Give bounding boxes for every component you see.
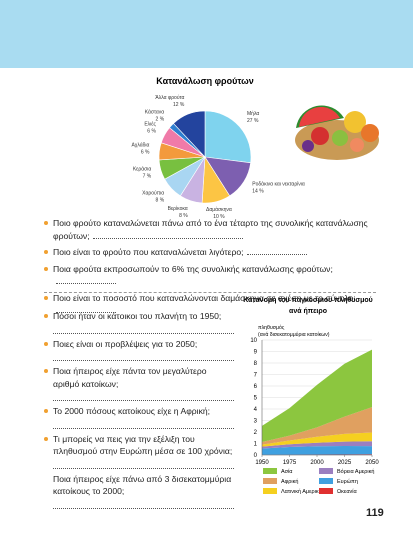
answer-line [53,498,234,509]
y-tick-label: 5 [254,396,258,402]
y-tick-label: 8 [254,361,258,367]
slice-value-label: 14 % [252,189,264,195]
chart-title: ανά ήπειρο [289,308,327,315]
y-tick-label: 0 [254,453,258,459]
question: Ποιο είναι το ποσοστό που καταναλώνονται… [44,292,376,317]
question: Τι μπορείς να πεις για την εξέλιξη του π… [44,433,234,469]
area [262,407,372,445]
question-text: Το 2000 πόσους κατοίκους είχε η Αφρική; [53,406,211,416]
y-axis-label: (ανά δισεκατομμύρια κατοίκων) [258,331,330,338]
legend-swatch [319,478,333,484]
area [262,446,372,455]
legend-label: Λατινική Αμερική [281,488,322,495]
y-tick-label: 2 [254,430,258,436]
y-tick-label: 1 [254,442,258,448]
legend-label: Ευρώπη [337,478,358,485]
slice-value-label: 8 % [156,197,165,203]
question-text: Ποια ήπειρος είχε πάνω από 3 δισεκατομμύ… [53,473,232,497]
slice-value-label: 12 % [173,102,185,108]
legend-label: Ωκεανία [337,489,357,495]
question: Το 2000 πόσους κατοίκους είχε η Αφρική; [44,405,234,429]
question: Ποιες είναι οι προβλέψεις για το 2050; [44,338,234,361]
slice-label: Ελιές [144,121,156,128]
answer-line [53,418,234,429]
answer-line [56,275,116,284]
slice-label: Αχλάδια [131,142,149,149]
slice-label: Ροδάκινα και νεκταρίνια [252,181,305,188]
question: Πόσοι ήταν οι κάτοικοι του πλανήτη το 19… [44,310,234,334]
fruit-picture [295,105,379,160]
question-text: Ποιο είναι το φρούτο που καταναλώνεται λ… [53,247,244,257]
question-text: Ποια ήπειρος είχε πάντα τον μεγαλύτερο α… [53,366,207,389]
y-tick-label: 3 [254,419,258,425]
answer-line [53,323,234,334]
question: Ποια ήπειρος είχε πάντα τον μεγαλύτερο α… [44,365,234,401]
answer-line [53,390,234,401]
legend-swatch [263,478,277,484]
slice-label: Δαμάσκηνα [206,206,232,213]
question-text: Τι μπορείς να πεις για την εξέλιξη του π… [53,433,233,457]
answer-line [56,304,116,313]
area [262,432,372,447]
slice-label: Μήλα [247,110,259,117]
x-tick-label: 1975 [283,460,297,466]
area [262,349,372,442]
page-number: 119 [366,507,384,519]
legend-swatch [263,468,277,474]
question-text: Ποιες είναι οι προβλέψεις για το 2050; [53,338,198,349]
question: Ποια φρούτα εκπροσωπούν το 6% της συνολι… [44,263,376,288]
slice-value-label: 10 % [213,214,225,220]
answer-line [92,230,243,239]
slice-value-label: 8 % [179,213,188,219]
fruit-questions: Ποιο φρούτο καταναλώνεται πάνω από το έν… [44,217,376,321]
slice-label: Άλλα φρούτα [155,94,184,101]
slice-label: Κάστανα [145,109,165,116]
slice-label: Κεράσια [133,165,151,172]
legend-swatch [319,468,333,474]
y-tick-label: 4 [254,407,258,413]
x-tick-label: 2025 [338,460,352,466]
banner [0,0,413,68]
x-tick-label: 2050 [365,460,379,466]
chart-title: Κατανομή του παγκόσμιου πληθυσμού [243,296,373,304]
answer-line [246,246,307,255]
answer-line [53,350,234,361]
pie-slice [204,110,252,164]
question-text: Ποιο είναι το ποσοστό που καταναλώνονται… [53,292,356,303]
question-text: Ποιο φρούτο καταναλώνεται πάνω από το έν… [53,218,368,241]
question-text: Πόσοι ήταν οι κάτοικοι του πλανήτη το 19… [53,311,222,321]
legend-swatch [319,488,333,494]
question: Ποιο είναι το φρούτο που καταναλώνεται λ… [44,246,376,259]
x-tick-label: 1950 [255,460,269,466]
y-tick-label: 6 [254,384,258,390]
slice-value-label: 7 % [143,173,152,179]
legend-swatch [263,488,277,494]
answer-line [53,458,234,469]
slice-value-label: 6 % [141,150,150,156]
x-tick-label: 2000 [310,460,324,466]
population-questions: Πόσοι ήταν οι κάτοικοι του πλανήτη το 19… [44,310,234,513]
legend-label: Αφρική [281,478,298,485]
slice-label: Χαρούπια [142,189,164,196]
area [262,441,372,449]
y-tick-label: 10 [250,338,257,344]
pie-slice [173,110,206,158]
question: Ποια ήπειρος είχε πάνω από 3 δισεκατομμύ… [44,473,234,509]
separator [44,292,376,293]
slice-value-label: 6 % [147,129,156,135]
slice-label: Βερίκοκα [168,206,188,212]
chart-title: Κατανάλωση φρούτων [156,76,253,86]
slice-value-label: 27 % [247,118,259,124]
slice-value-label: 2 % [156,117,165,123]
question-text: Ποια φρούτα εκπροσωπούν το 6% της συνολι… [53,263,333,274]
y-axis-label: πληθυσμός [258,324,285,331]
legend-label: Ασία [281,469,293,475]
legend-label: Βόρεια Αμερική [337,468,374,475]
y-tick-label: 9 [254,350,258,356]
question: Ποιο φρούτο καταναλώνεται πάνω από το έν… [44,217,376,242]
y-tick-label: 7 [254,373,258,379]
